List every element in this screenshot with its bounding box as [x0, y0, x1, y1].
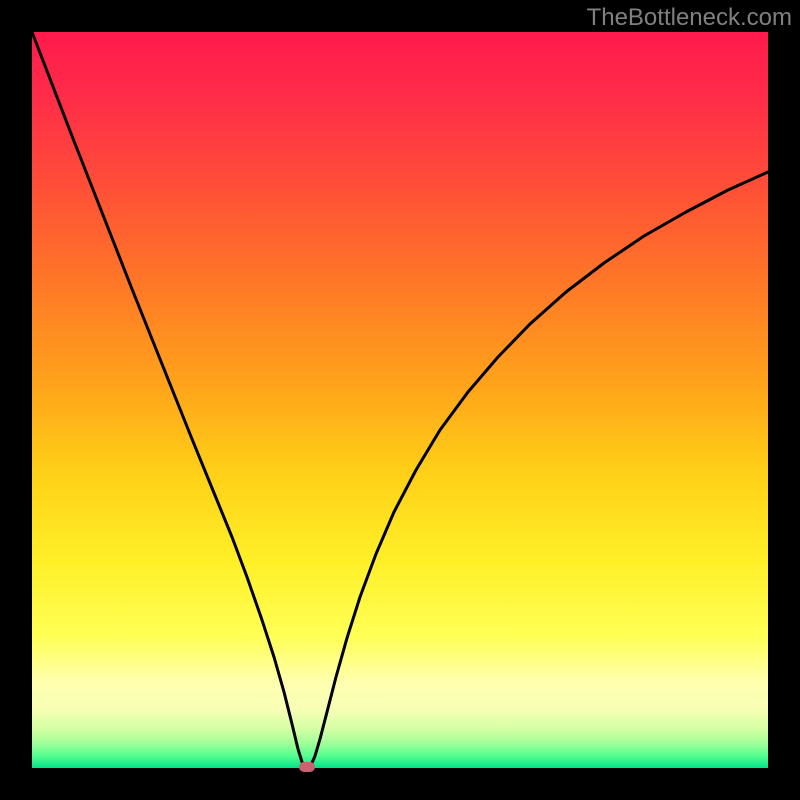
- optimal-point-marker: [299, 762, 315, 772]
- chart-frame: TheBottleneck.com: [0, 0, 800, 800]
- watermark-text: TheBottleneck.com: [587, 4, 792, 32]
- plot-area: [32, 32, 768, 768]
- chart-background-gradient: [32, 32, 768, 768]
